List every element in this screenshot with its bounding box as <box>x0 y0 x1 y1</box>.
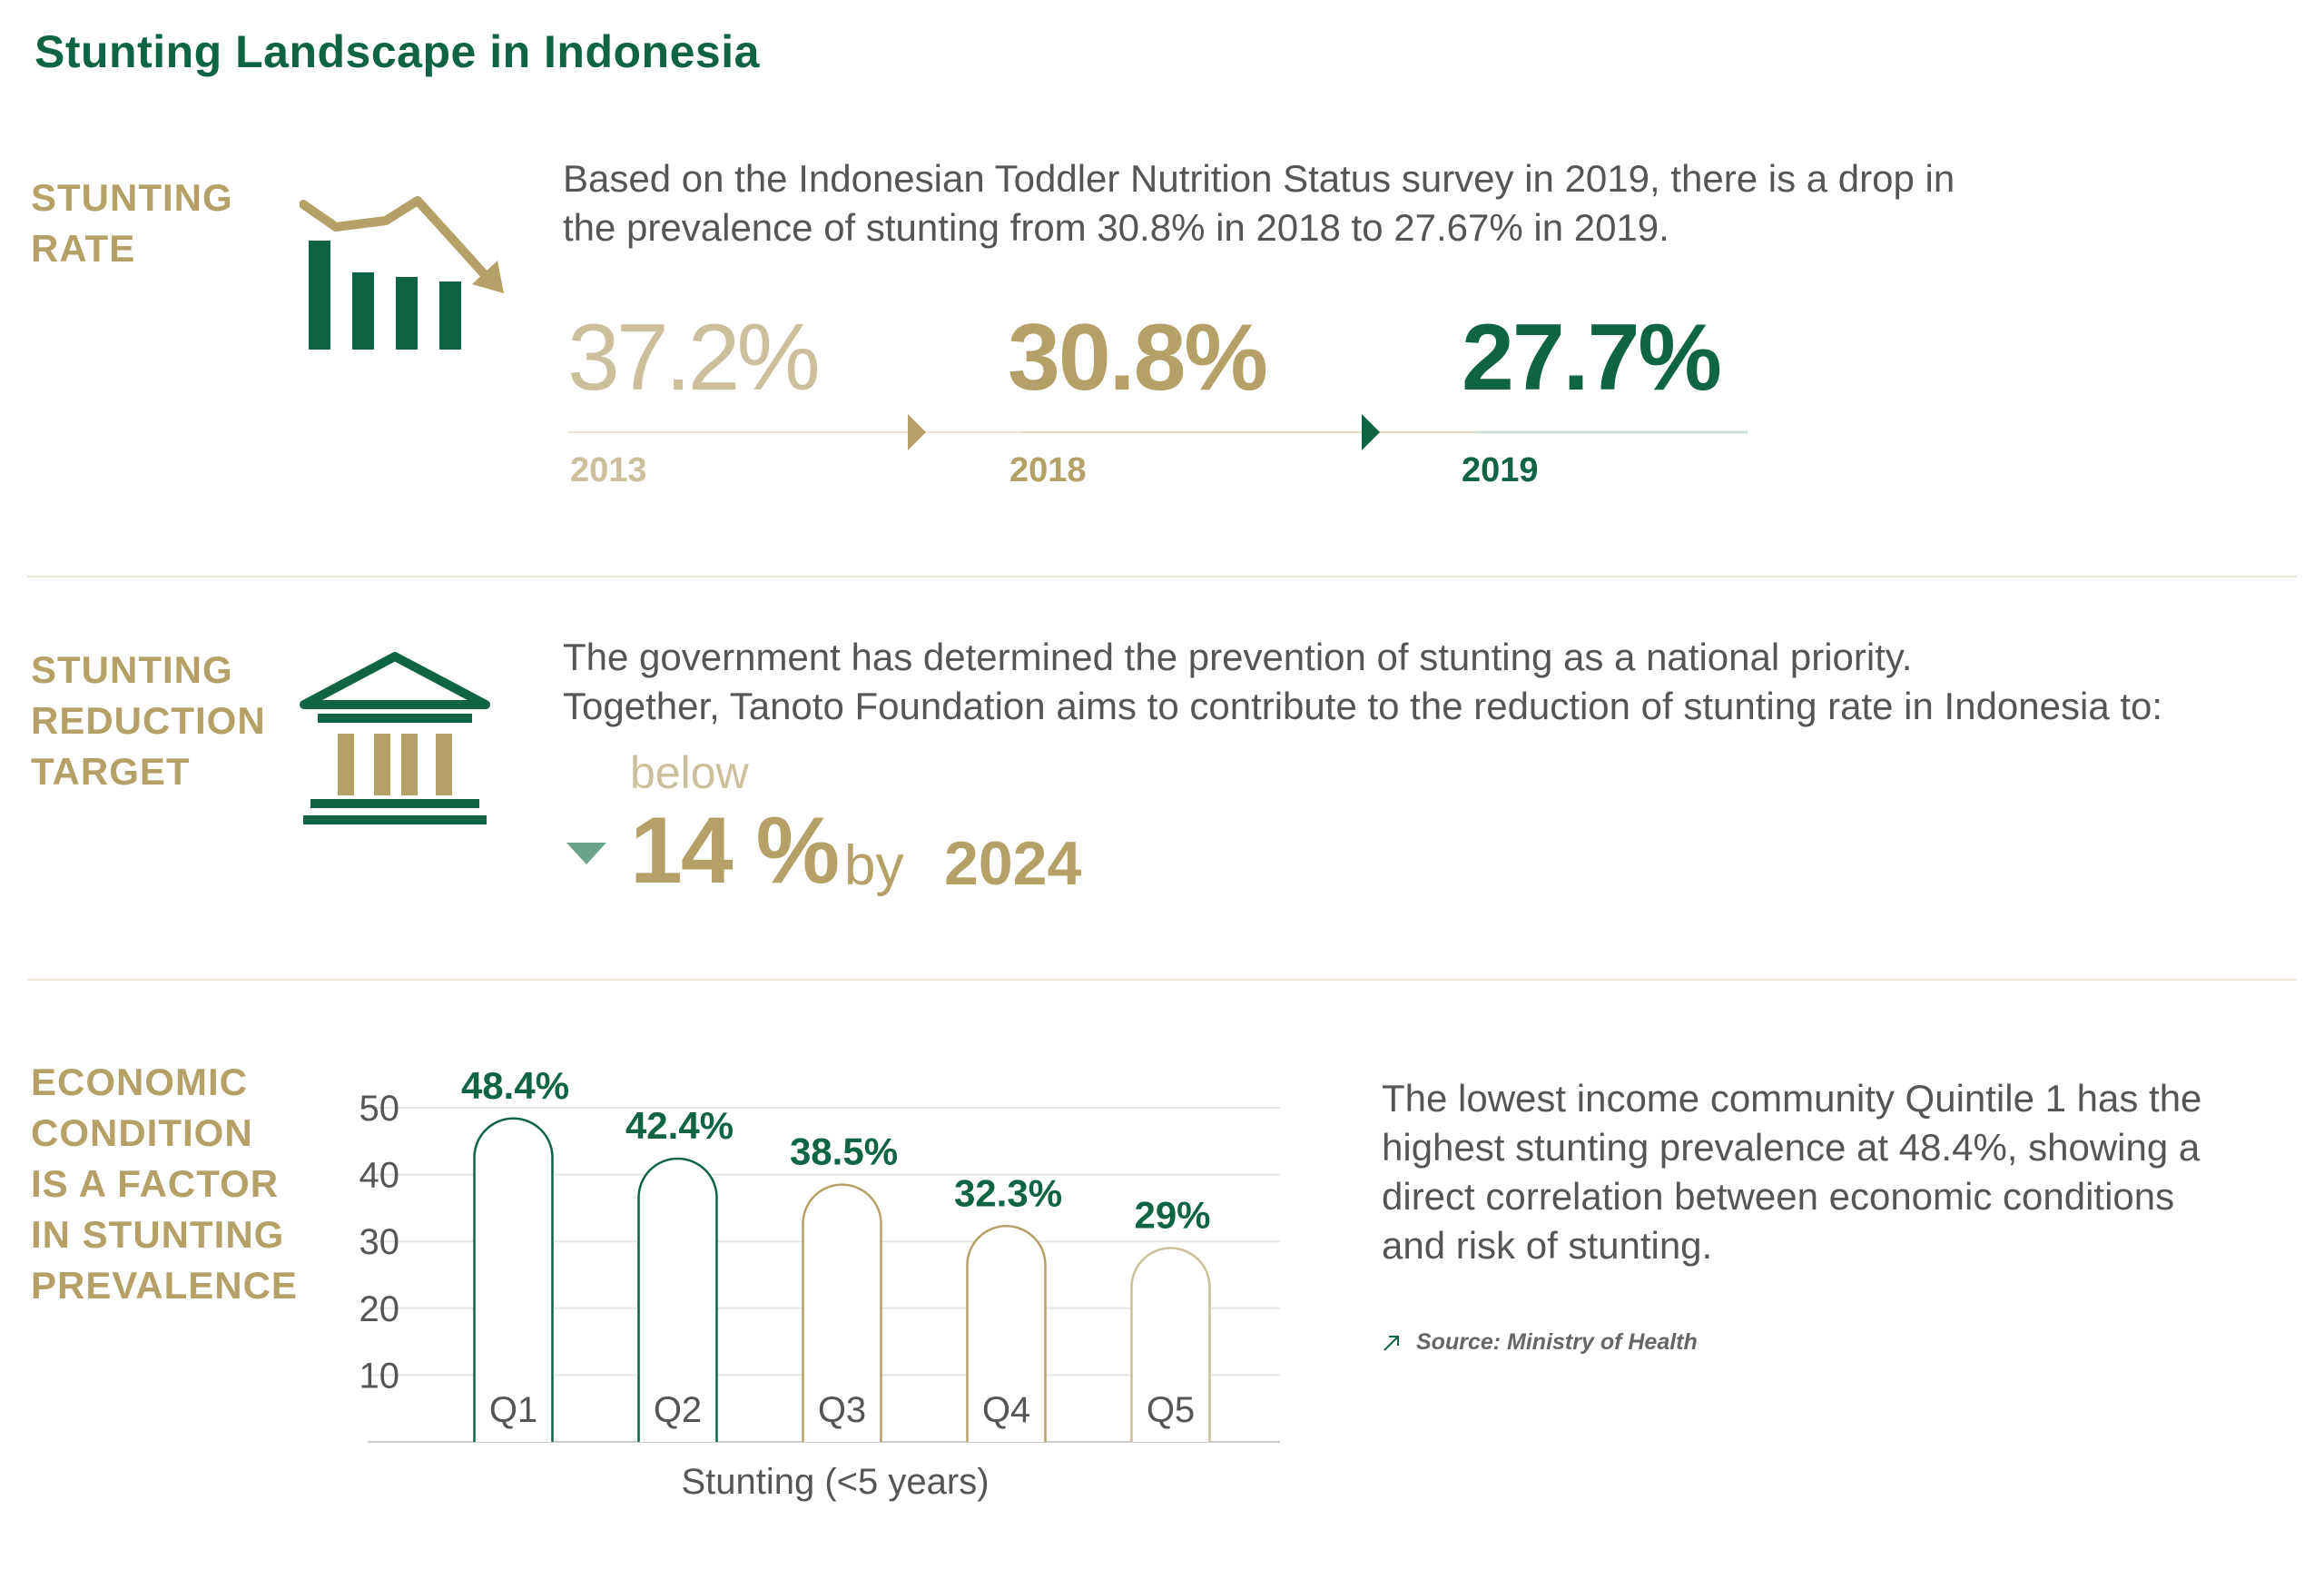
timeline-line <box>567 414 1748 450</box>
timeline-arrow-icon <box>908 414 926 450</box>
down-triangle-icon <box>566 843 606 864</box>
source-note: Source: Ministry of Health <box>1416 1329 1698 1355</box>
bar <box>1130 1247 1211 1442</box>
y-tick-label: 30 <box>359 1222 400 1262</box>
reduction-target-description: The government has determined the preven… <box>563 633 2162 731</box>
text-line: direct correlation between economic cond… <box>1382 1175 2175 1218</box>
bar <box>802 1183 882 1442</box>
year-2019: 2019 <box>1462 451 1539 489</box>
label-line: ECONOMIC <box>31 1061 248 1103</box>
y-tick-label: 40 <box>359 1156 400 1196</box>
data-label: 38.5% <box>790 1130 898 1173</box>
text-line: The government has determined the preven… <box>563 636 1913 678</box>
label-line: IN STUNTING <box>31 1213 285 1256</box>
target-value: 14 % <box>630 798 840 903</box>
y-tick-label: 20 <box>359 1289 400 1329</box>
economic-description: The lowest income community Quintile 1 h… <box>1382 1074 2201 1270</box>
label-line: STUNTING <box>31 176 233 219</box>
label-line: PREVALENCE <box>31 1264 298 1307</box>
section-label-stunting-rate: STUNTING RATE <box>31 173 233 274</box>
bar <box>637 1157 718 1442</box>
label-line: REDUCTION <box>31 699 266 742</box>
data-label: 42.4% <box>625 1104 734 1147</box>
text-line: Together, Tanoto Foundation aims to cont… <box>563 685 2163 727</box>
stunting-rate-description: Based on the Indonesian Toddler Nutritio… <box>563 154 1955 252</box>
label-line: IS A FACTOR <box>31 1162 280 1205</box>
x-axis-label: Stunting (<5 years) <box>681 1462 989 1502</box>
government-building-icon <box>300 652 490 824</box>
section-label-economic-condition: ECONOMIC CONDITION IS A FACTOR IN STUNTI… <box>31 1057 298 1311</box>
label-line: CONDITION <box>31 1111 253 1154</box>
value-2018: 30.8% <box>1008 305 1268 410</box>
value-2019: 27.7% <box>1462 305 1722 410</box>
data-label: 48.4% <box>461 1064 569 1107</box>
by-label: by <box>844 834 904 897</box>
x-tick-label: Q5 <box>1147 1390 1195 1430</box>
bar <box>966 1225 1047 1442</box>
below-label: below <box>630 747 749 798</box>
x-tick-label: Q1 <box>489 1390 537 1430</box>
label-line: TARGET <box>31 750 191 793</box>
text-line: Based on the Indonesian Toddler Nutritio… <box>563 157 1955 200</box>
section-divider <box>27 979 2297 981</box>
bar <box>473 1117 554 1442</box>
x-tick-label: Q3 <box>818 1390 866 1430</box>
year-2018: 2018 <box>1009 451 1087 489</box>
label-line: RATE <box>31 227 136 270</box>
text-line: the prevalence of stunting from 30.8% in… <box>563 206 1669 249</box>
declining-bar-chart-icon <box>300 196 504 350</box>
y-tick-label: 10 <box>359 1356 400 1396</box>
data-label: 29% <box>1134 1194 1210 1237</box>
text-line: highest stunting prevalence at 48.4%, sh… <box>1382 1126 2201 1169</box>
arrow-up-right-icon <box>1384 1336 1399 1351</box>
x-tick-label: Q2 <box>654 1390 702 1430</box>
stunting-by-quintile-chart: 10 20 30 40 50 48.4% Q1 42.4% Q2 38.5% Q3 32.3% Q4 29… <box>359 1064 1280 1502</box>
data-label: 32.3% <box>954 1171 1062 1214</box>
x-tick-label: Q4 <box>982 1390 1030 1430</box>
label-line: STUNTING <box>31 648 233 691</box>
value-2013: 37.2% <box>567 305 821 410</box>
page-title: Stunting Landscape in Indonesia <box>34 26 760 77</box>
section-label-reduction-target: STUNTING REDUCTION TARGET <box>31 645 266 797</box>
year-2013: 2013 <box>570 451 647 489</box>
text-line: The lowest income community Quintile 1 h… <box>1382 1077 2202 1120</box>
text-line: and risk of stunting. <box>1382 1224 1713 1267</box>
y-tick-label: 50 <box>359 1089 400 1129</box>
timeline-arrow-icon <box>1362 414 1380 450</box>
target-year: 2024 <box>944 829 1082 898</box>
section-divider <box>27 576 2297 577</box>
